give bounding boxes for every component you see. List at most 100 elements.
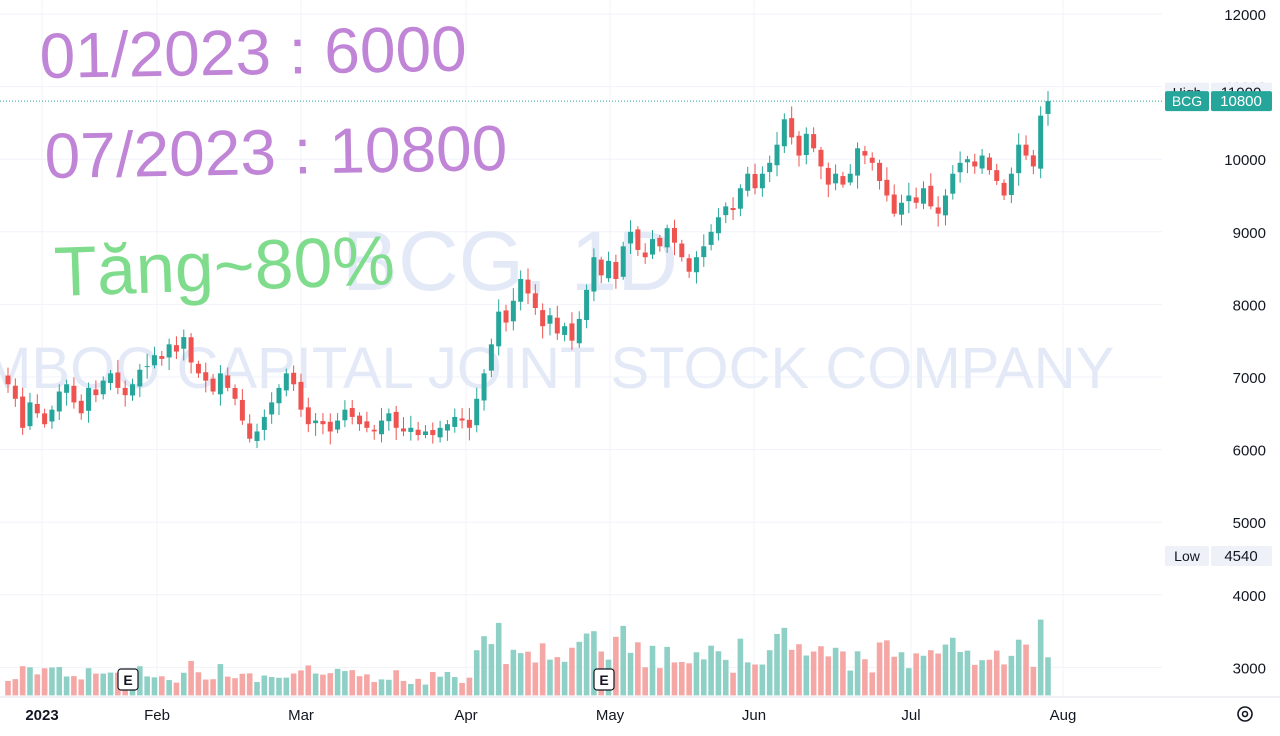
- volume-bar: [906, 668, 912, 696]
- earnings-marker-box: [593, 668, 615, 691]
- y-tick-label: 3000: [1233, 660, 1266, 677]
- volume-bar: [327, 673, 334, 696]
- volume-bar: [884, 640, 890, 696]
- price-label-value-bg: [1211, 546, 1272, 566]
- volume-bar: [349, 670, 356, 696]
- price-label-name: Low: [1174, 548, 1201, 564]
- volume-bar: [27, 667, 33, 696]
- y-tick-label: 10000: [1224, 152, 1266, 169]
- candle-body: [767, 162, 773, 173]
- handwritten-annotations: 01/2023 : 6000 07/2023 : 10800 Tăng~80%: [39, 13, 508, 311]
- candle-body: [335, 420, 341, 430]
- earnings-marker: E: [123, 672, 132, 688]
- volume-bar: [642, 667, 648, 696]
- volume-bar: [19, 666, 26, 696]
- volume-bar: [671, 662, 678, 696]
- candle-body: [298, 381, 304, 410]
- volume-bar: [342, 671, 348, 696]
- price-label-value: 10800: [1220, 93, 1262, 110]
- volume-bar: [620, 625, 627, 696]
- volume-bar: [85, 668, 92, 696]
- volume-bar: [1015, 639, 1022, 696]
- candle-body: [1045, 101, 1051, 114]
- candle-body: [93, 389, 99, 396]
- candle-body: [357, 415, 363, 425]
- volume-bar: [840, 651, 846, 696]
- candle-body: [466, 419, 472, 428]
- candle-body: [789, 118, 795, 138]
- x-tick-label: Jun: [742, 707, 766, 724]
- volume-bar: [305, 665, 312, 696]
- gear-icon[interactable]: [1237, 706, 1253, 722]
- volume-bar: [964, 650, 971, 696]
- volume-bar: [700, 659, 707, 696]
- volume-bar: [744, 662, 751, 696]
- candle-body: [584, 289, 590, 321]
- candle-body: [283, 373, 289, 391]
- volume-bar: [356, 676, 363, 696]
- candle-body: [349, 408, 355, 417]
- candle-body: [474, 398, 480, 426]
- time-axis[interactable]: 2023 Feb Mar Apr May Jun Jul Aug: [25, 707, 1076, 724]
- volume-bar: [862, 659, 868, 696]
- candle-body: [49, 409, 55, 422]
- volume-bar: [415, 678, 421, 696]
- candle-body: [598, 259, 604, 276]
- x-tick-label: 2023: [25, 707, 58, 724]
- candle-body: [613, 261, 619, 279]
- x-tick-label: Feb: [144, 707, 170, 724]
- volume-bar: [334, 668, 341, 696]
- candle-body: [342, 409, 348, 421]
- volume-bar: [466, 677, 473, 696]
- earnings-marker: E: [599, 672, 608, 688]
- candle-body: [525, 279, 531, 294]
- volume-bar: [583, 633, 590, 696]
- candle-body: [803, 133, 809, 156]
- volume-bar: [547, 659, 553, 696]
- candle-body: [320, 421, 326, 425]
- candle-body: [86, 387, 92, 411]
- volume-bar: [715, 651, 722, 696]
- candle-body: [569, 323, 575, 341]
- candle-body: [503, 310, 509, 323]
- candle-body: [42, 413, 48, 425]
- volume-bar: [400, 680, 407, 696]
- volume-bar: [283, 677, 290, 696]
- candle-body: [408, 427, 414, 432]
- volume-bar: [554, 657, 561, 696]
- candle-body: [942, 195, 948, 216]
- candle-body: [181, 337, 187, 349]
- candle-body: [847, 173, 853, 183]
- volume-bar: [854, 651, 861, 696]
- candle-body: [225, 375, 231, 388]
- volume-bar: [144, 676, 150, 696]
- candle-body: [679, 243, 685, 258]
- candle-body: [210, 378, 216, 392]
- candle-body: [481, 373, 487, 401]
- candle-body: [247, 423, 253, 439]
- candle-body: [855, 148, 861, 176]
- candle-body: [862, 151, 868, 156]
- candle-body: [313, 420, 319, 424]
- candle-body: [56, 391, 62, 412]
- volume-bar: [1008, 655, 1015, 696]
- volume-bar: [532, 662, 539, 696]
- candle-body: [737, 188, 743, 209]
- volume-bar: [935, 653, 941, 696]
- volume-bar: [56, 666, 63, 696]
- candle-body: [151, 355, 157, 366]
- candle-body: [554, 317, 560, 334]
- annotation-line-3: Tăng~80%: [53, 221, 396, 311]
- volume-bar: [635, 642, 641, 696]
- candle-body: [745, 173, 751, 191]
- volume-bar: [869, 672, 876, 696]
- candle-body: [430, 430, 436, 436]
- volume-bar: [766, 650, 773, 696]
- candle-body: [869, 157, 875, 163]
- y-tick-label: 12000: [1224, 7, 1266, 24]
- volume-bar: [408, 683, 414, 696]
- volume-bar: [957, 652, 963, 696]
- volume-bar: [774, 633, 780, 696]
- candle-body: [254, 431, 260, 441]
